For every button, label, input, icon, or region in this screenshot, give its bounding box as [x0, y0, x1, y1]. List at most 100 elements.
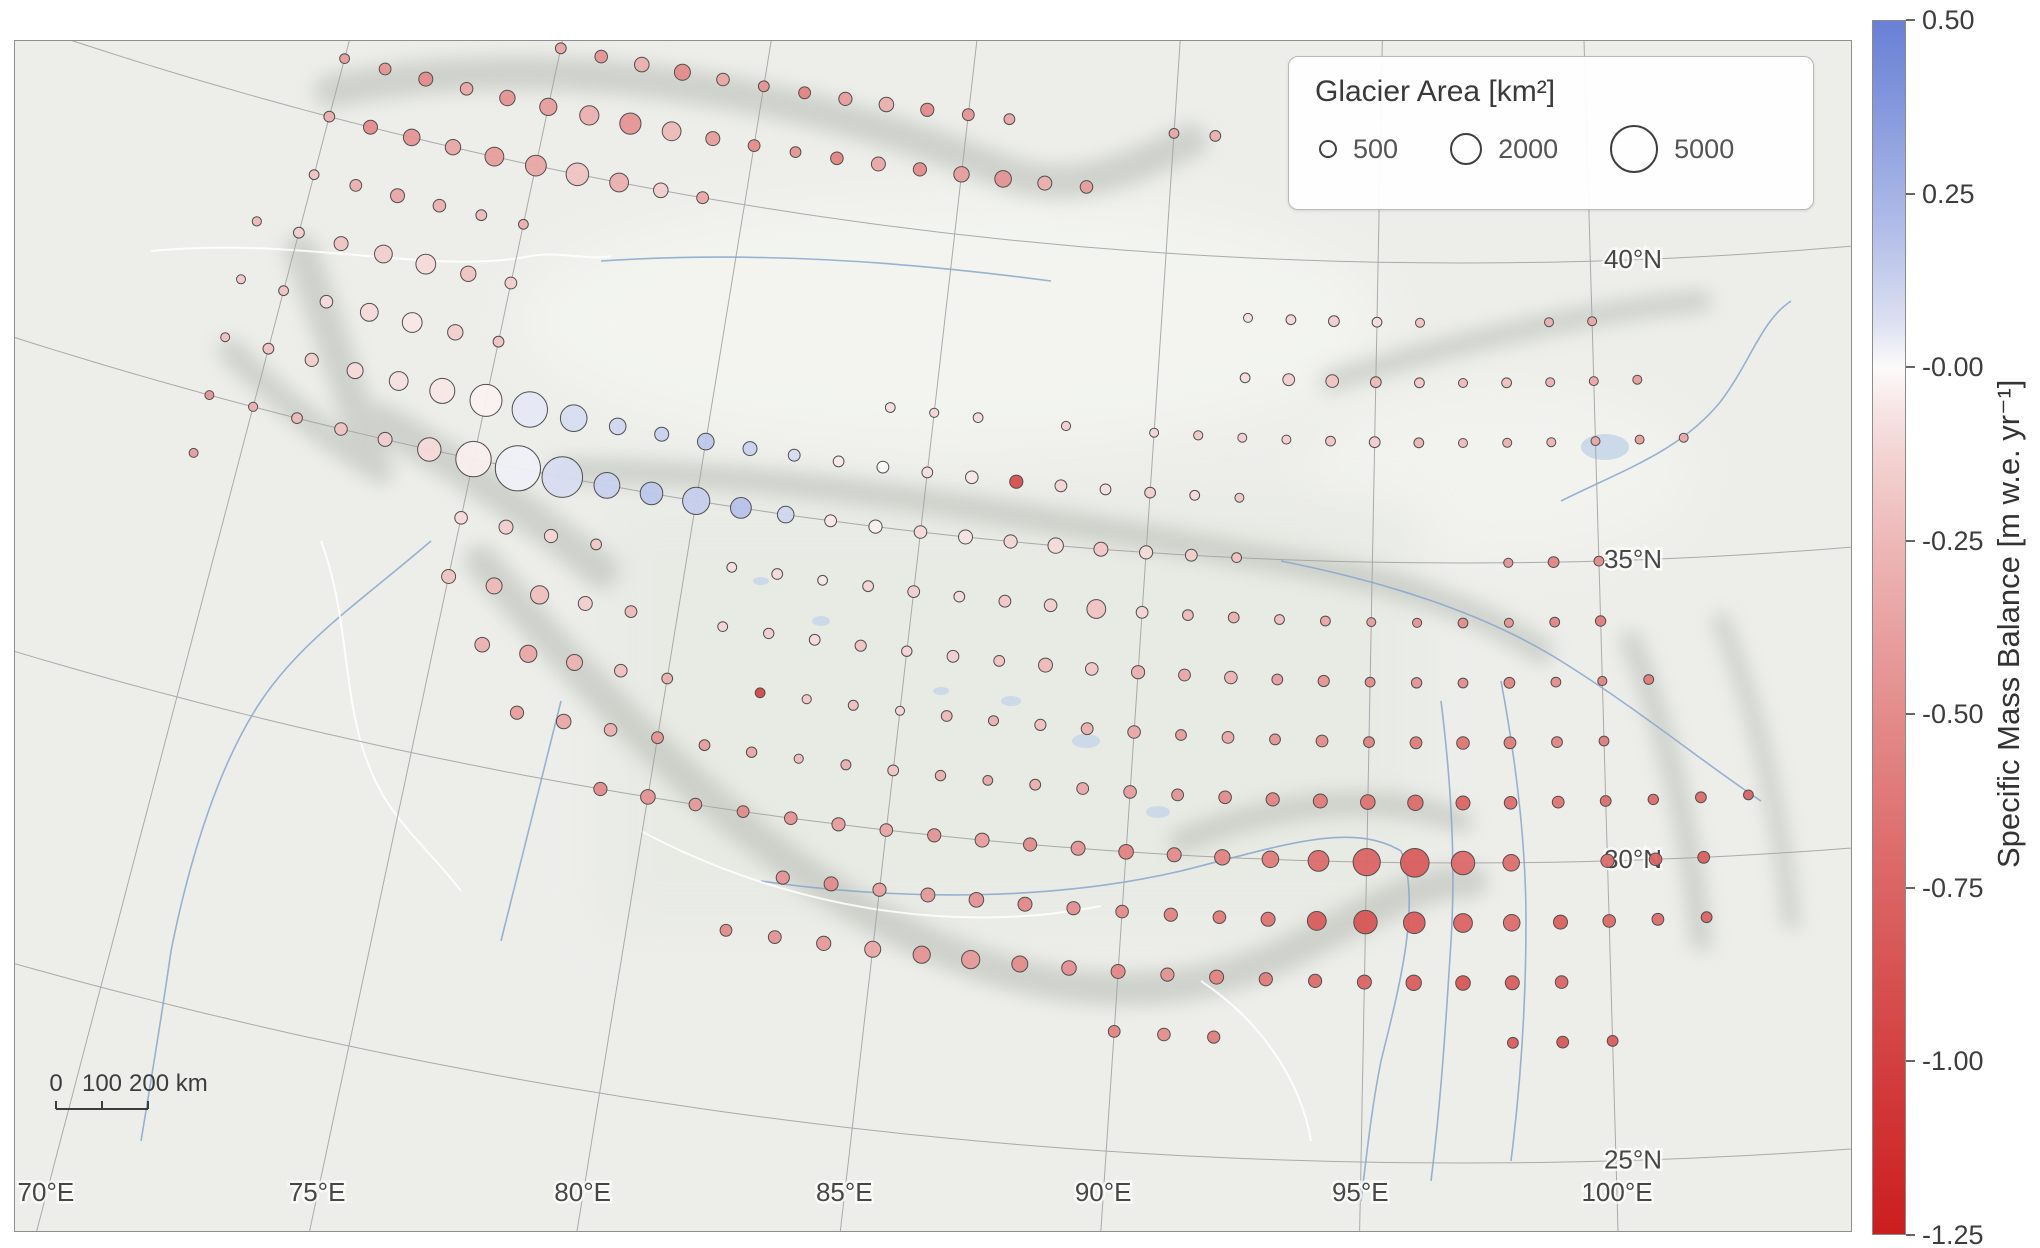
glacier-bubble: [927, 828, 942, 843]
colorbar-tick-label: -0.25: [1922, 526, 1984, 556]
glacier-bubble: [566, 654, 583, 671]
glacier-bubble: [776, 505, 795, 524]
glacier-bubble: [1184, 548, 1198, 562]
glacier-bubble: [921, 466, 934, 479]
glacier-bubble: [879, 823, 894, 837]
glacier-bubble: [1403, 911, 1426, 935]
colorbar-tick: [1906, 19, 1915, 21]
glacier-bubble: [334, 422, 348, 436]
glacier-bubble: [1017, 896, 1033, 912]
glacier-bubble: [1547, 556, 1560, 568]
glacier-bubble: [847, 699, 859, 711]
glacier-bubble: [554, 42, 567, 55]
colorbar-tick-label: 0.25: [1922, 179, 1975, 209]
glacier-bubble: [1648, 852, 1663, 867]
glacier-bubble: [920, 102, 935, 117]
glacier-bubble: [579, 105, 600, 126]
glacier-bubble: [719, 923, 733, 937]
glacier-bubble: [1107, 1025, 1121, 1038]
glacier-bubble: [653, 182, 669, 199]
glacier-bubble: [1369, 376, 1382, 389]
glacier-bubble: [682, 486, 711, 515]
glacier-bubble: [469, 383, 503, 417]
glacier-bubble: [1457, 617, 1469, 629]
glacier-bubble: [1400, 848, 1430, 878]
glacier-bubble: [204, 390, 215, 401]
colorbar-tick: [1906, 713, 1915, 716]
glacier-bubble: [789, 146, 802, 159]
glacier-bubble: [1588, 376, 1599, 387]
glacier-bubble: [912, 945, 931, 964]
glacier-bubble: [1209, 130, 1222, 142]
glacier-bubble: [1501, 377, 1512, 389]
glacier-bubble: [793, 753, 804, 764]
glacier-bubble: [736, 805, 750, 818]
glacier-bubble: [838, 91, 853, 107]
glacier-bubble: [346, 362, 364, 380]
legend-item-5000: 5000: [1610, 125, 1734, 173]
glacier-bubble: [1123, 785, 1137, 799]
glacier-bubble: [1060, 420, 1072, 432]
scale-bar-line: [55, 1101, 149, 1110]
colorbar-tick: [1906, 1060, 1915, 1063]
glacier-bubble: [1606, 1035, 1619, 1047]
graticule-label-lon: 85°E: [816, 1177, 873, 1207]
glacier-bubble: [1066, 901, 1081, 916]
glacier-bubble: [1009, 474, 1024, 489]
glacier-bubble: [511, 391, 548, 428]
glacier-bubble: [499, 89, 516, 107]
glacier-bubble: [555, 713, 572, 730]
glacier-bubble: [1099, 483, 1112, 496]
terrain-ridge: [284, 234, 388, 468]
glacier-bubble: [1189, 489, 1201, 501]
glacier-bubble: [972, 412, 984, 424]
glacier-bubble: [998, 594, 1012, 608]
glacier-bubble: [634, 56, 650, 73]
country-borders: [150, 246, 1312, 1142]
glacier-bubble: [539, 97, 558, 117]
glacier-bubble: [1315, 734, 1329, 748]
glacier-bubble: [339, 53, 351, 64]
glacier-bubble: [1239, 372, 1251, 384]
country-border: [640, 830, 1102, 919]
glacier-bubble: [872, 882, 887, 897]
colorbar-tick: [1906, 1234, 1915, 1236]
glacier-bubble: [1593, 555, 1605, 567]
glacier-bubble: [688, 797, 703, 812]
glacier-bubble: [504, 276, 518, 290]
colorbar-tick-label: -0.00: [1922, 352, 1984, 382]
glacier-bubble: [1265, 792, 1280, 807]
glacier-bubble: [1166, 847, 1182, 863]
glacier-bubble: [1697, 850, 1711, 864]
colorbar-tick: [1906, 886, 1915, 889]
glacier-bubble: [1556, 1035, 1570, 1049]
graticule-label-lon: 80°E: [554, 1177, 611, 1207]
legend-row: 500 2000 5000: [1289, 109, 1813, 173]
glacier-bubble: [565, 162, 590, 187]
river-line: [600, 256, 1052, 282]
glacier-bubble: [1587, 316, 1598, 327]
glacier-bubble: [1457, 677, 1469, 689]
lake: [1001, 696, 1021, 706]
glacier-bubble: [541, 456, 584, 498]
glacier-bubble: [492, 335, 505, 348]
glacier-bubble: [577, 596, 593, 611]
glacier-bubble: [1285, 314, 1297, 326]
glacier-bubble: [1407, 794, 1424, 811]
glacier-bubble: [1054, 479, 1068, 493]
glacier-bubble: [887, 764, 900, 777]
glacier-bubble: [934, 769, 947, 782]
glacier-bubble: [402, 128, 421, 147]
glacier-bubble: [1168, 127, 1180, 139]
glacier-bubble: [1115, 904, 1129, 919]
glacier-area-legend: Glacier Area [km²] 500 2000 5000: [1288, 56, 1814, 210]
map-svg: 70°E 75°E 80°E 85°E 90°E 95°E 100°E40°N35°N30°…: [15, 41, 1851, 1231]
glacier-bubble: [308, 169, 320, 181]
glacier-bubble: [830, 151, 844, 166]
graticule-label-lon: 100°E: [1581, 1177, 1652, 1207]
glacier-bubble: [1545, 377, 1556, 388]
glacier-bubble: [460, 265, 477, 282]
glacier-bubble: [754, 687, 766, 699]
glacier-bubble: [608, 417, 627, 436]
